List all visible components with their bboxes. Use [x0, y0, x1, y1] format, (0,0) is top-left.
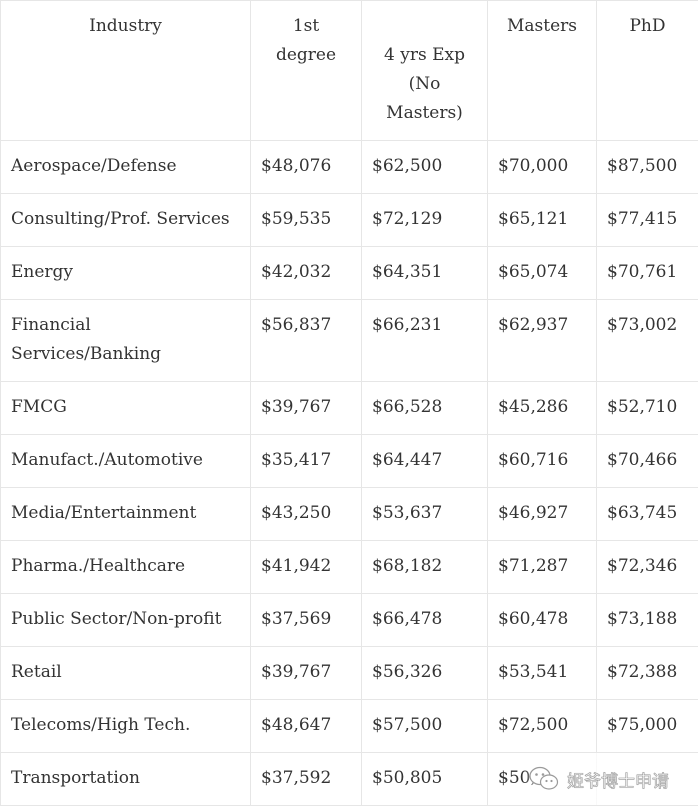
cell-first-degree: $48,076 [251, 141, 362, 194]
cell-phd: $77,415 [597, 194, 698, 247]
watermark-text: 姬爷博士申请 [567, 767, 669, 792]
cell-first-degree: $39,767 [251, 647, 362, 700]
cell-phd: $70,761 [597, 247, 698, 300]
cell-industry: Aerospace/Defense [1, 141, 251, 194]
cell-masters: $65,121 [488, 194, 597, 247]
cell-four-yrs-exp: $72,129 [362, 194, 488, 247]
cell-phd: $52,710 [597, 382, 698, 435]
header-four-yrs-exp: 4 yrs Exp (No Masters) [362, 1, 488, 141]
table-row: Financial Services/Banking $56,837 $66,2… [1, 300, 698, 382]
table-row: Pharma./Healthcare $41,942 $68,182 $71,2… [1, 541, 698, 594]
table-row: Aerospace/Defense $48,076 $62,500 $70,00… [1, 141, 698, 194]
cell-masters: $70,000 [488, 141, 597, 194]
cell-first-degree: $42,032 [251, 247, 362, 300]
cell-industry: Media/Entertainment [1, 488, 251, 541]
cell-four-yrs-exp: $50,805 [362, 753, 488, 806]
cell-masters: $65,074 [488, 247, 597, 300]
cell-first-degree: $41,942 [251, 541, 362, 594]
header-phd: PhD [597, 1, 698, 141]
cell-masters: $53,541 [488, 647, 597, 700]
cell-first-degree: $37,592 [251, 753, 362, 806]
cell-masters: $46,927 [488, 488, 597, 541]
cell-industry: Transportation [1, 753, 251, 806]
table-row: FMCG $39,767 $66,528 $45,286 $52,710 [1, 382, 698, 435]
table-header: Industry 1st degree 4 yrs Exp (No Master… [1, 1, 698, 141]
cell-four-yrs-exp: $68,182 [362, 541, 488, 594]
cell-industry: Public Sector/Non-profit [1, 594, 251, 647]
table-row: Retail $39,767 $56,326 $53,541 $72,388 [1, 647, 698, 700]
table-row: Telecoms/High Tech. $48,647 $57,500 $72,… [1, 700, 698, 753]
cell-industry: Manufact./Automotive [1, 435, 251, 488]
cell-first-degree: $43,250 [251, 488, 362, 541]
cell-masters: $72,500 [488, 700, 597, 753]
watermark: 姬爷博士申请 [523, 753, 698, 805]
cell-phd: $70,466 [597, 435, 698, 488]
cell-masters: $71,287 [488, 541, 597, 594]
cell-industry: Financial Services/Banking [1, 300, 251, 382]
cell-four-yrs-exp: $66,478 [362, 594, 488, 647]
cell-four-yrs-exp: $53,637 [362, 488, 488, 541]
cell-phd: $73,188 [597, 594, 698, 647]
cell-industry: Pharma./Healthcare [1, 541, 251, 594]
table-row: Manufact./Automotive $35,417 $64,447 $60… [1, 435, 698, 488]
cell-first-degree: $37,569 [251, 594, 362, 647]
cell-four-yrs-exp: $64,351 [362, 247, 488, 300]
cell-first-degree: $39,767 [251, 382, 362, 435]
cell-industry: Telecoms/High Tech. [1, 700, 251, 753]
cell-industry: Energy [1, 247, 251, 300]
cell-phd: $63,745 [597, 488, 698, 541]
wechat-icon [529, 766, 559, 792]
cell-masters: $60,716 [488, 435, 597, 488]
cell-four-yrs-exp: $62,500 [362, 141, 488, 194]
cell-industry: Retail [1, 647, 251, 700]
cell-phd: $75,000 [597, 700, 698, 753]
cell-four-yrs-exp: $57,500 [362, 700, 488, 753]
cell-industry: FMCG [1, 382, 251, 435]
cell-masters: $62,937 [488, 300, 597, 382]
cell-phd: $73,002 [597, 300, 698, 382]
header-industry: Industry [1, 1, 251, 141]
table-body: Aerospace/Defense $48,076 $62,500 $70,00… [1, 141, 698, 806]
cell-masters: $60,478 [488, 594, 597, 647]
cell-first-degree: $56,837 [251, 300, 362, 382]
table-row: Media/Entertainment $43,250 $53,637 $46,… [1, 488, 698, 541]
header-row: Industry 1st degree 4 yrs Exp (No Master… [1, 1, 698, 141]
cell-phd: $87,500 [597, 141, 698, 194]
cell-four-yrs-exp: $56,326 [362, 647, 488, 700]
cell-phd: $72,346 [597, 541, 698, 594]
cell-masters: $45,286 [488, 382, 597, 435]
cell-first-degree: $35,417 [251, 435, 362, 488]
table-row: Consulting/Prof. Services $59,535 $72,12… [1, 194, 698, 247]
table-row: Energy $42,032 $64,351 $65,074 $70,761 [1, 247, 698, 300]
cell-four-yrs-exp: $64,447 [362, 435, 488, 488]
header-masters: Masters [488, 1, 597, 141]
cell-four-yrs-exp: $66,231 [362, 300, 488, 382]
cell-industry: Consulting/Prof. Services [1, 194, 251, 247]
cell-first-degree: $48,647 [251, 700, 362, 753]
cell-first-degree: $59,535 [251, 194, 362, 247]
cell-four-yrs-exp: $66,528 [362, 382, 488, 435]
cell-phd: $72,388 [597, 647, 698, 700]
table-row: Public Sector/Non-profit $37,569 $66,478… [1, 594, 698, 647]
header-first-degree: 1st degree [251, 1, 362, 141]
